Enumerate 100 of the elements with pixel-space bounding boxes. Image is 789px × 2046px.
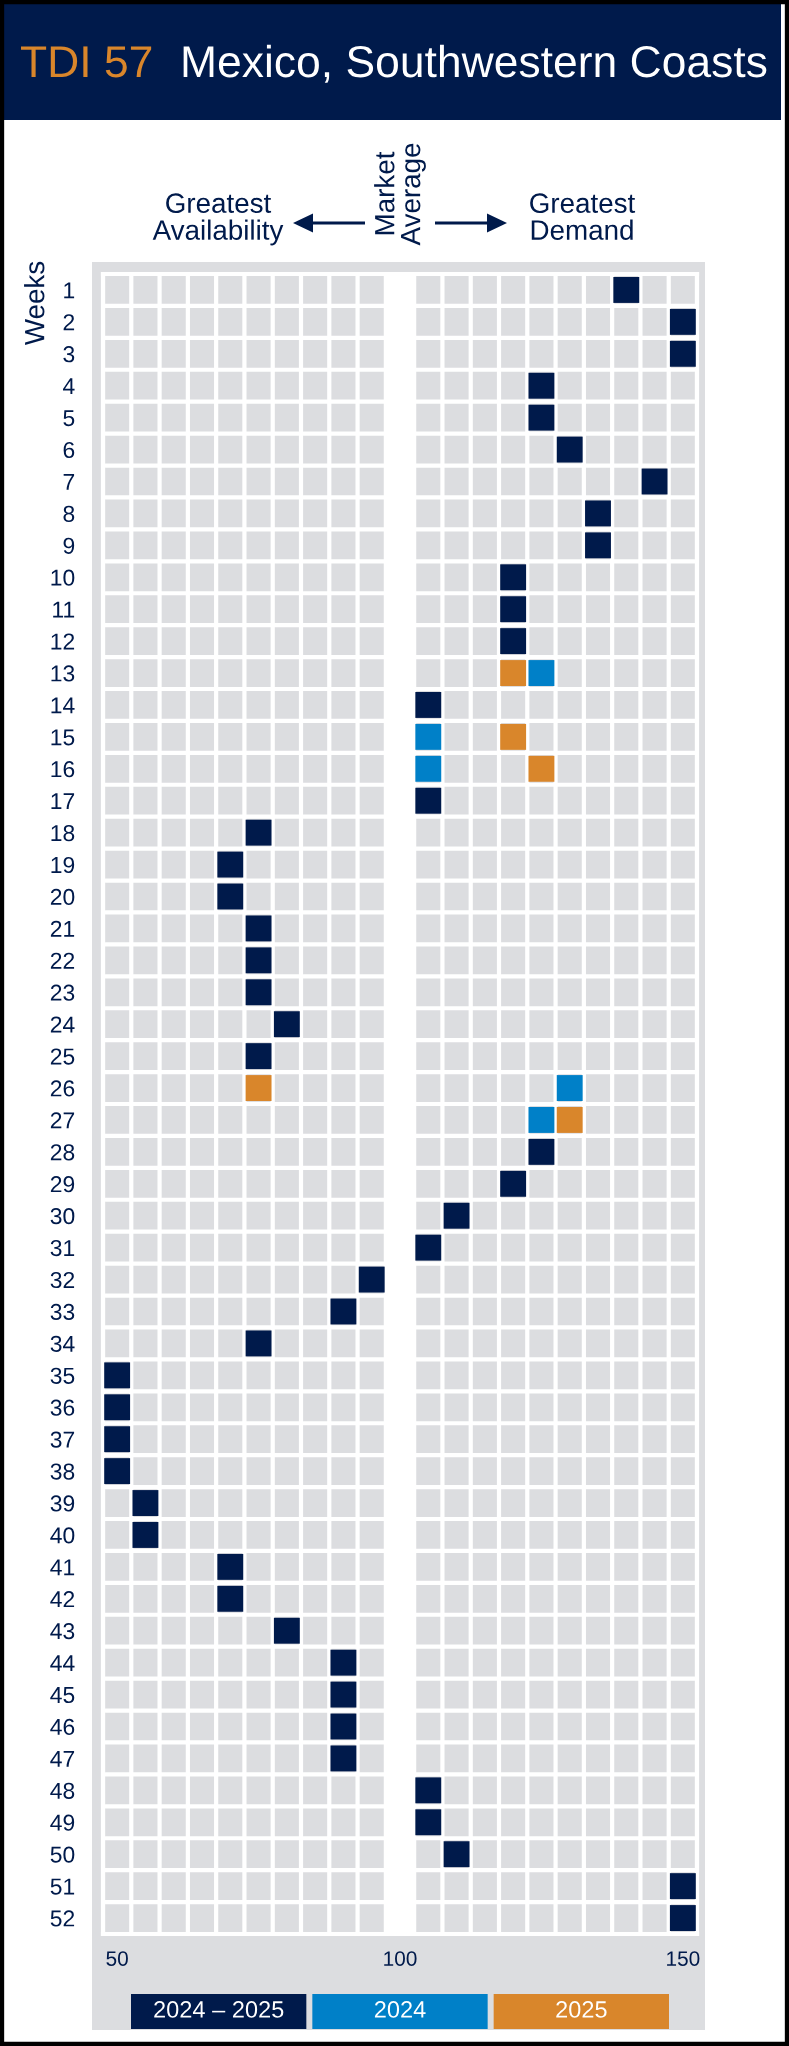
point [443,1841,470,1868]
point [132,1490,159,1516]
point [415,755,442,782]
point [443,1202,470,1229]
point [500,660,527,686]
point [585,532,611,559]
y-tick-label: 31 [50,1239,75,1257]
point [669,1905,696,1931]
y-tick-label: 50 [50,1846,75,1863]
point [358,1266,385,1293]
y-tick-label: 23 [50,984,75,1001]
y-tick-label: 14 [51,697,75,714]
y-tick-label: 46 [50,1718,75,1736]
y-tick-label: 44 [50,1655,75,1671]
point [585,500,611,527]
point [330,1681,357,1708]
point [528,372,555,399]
point [273,1617,300,1644]
point [528,660,555,686]
point [641,468,668,495]
y-tick-label: 49 [50,1814,75,1831]
point [500,564,527,591]
text: Market Average [374,143,426,246]
y-tick-label: 36 [50,1399,75,1416]
y-tick-label: 13 [51,665,75,682]
point [528,1138,555,1165]
y-tick-label: 41 [50,1559,75,1576]
text: 2024 – 2025 [154,2001,284,2018]
y-tick-label: 21 [50,920,75,937]
point [104,1458,131,1485]
point [613,277,640,303]
point [556,1107,583,1133]
point [669,340,696,367]
point [415,692,442,718]
y-axis-title: Weeks [24,261,45,346]
y-tick-label: 29 [50,1176,75,1193]
point [245,1043,272,1070]
y-tick-label: 3 [63,346,75,363]
y-tick-label: 48 [50,1782,75,1799]
y-tick-label: 7 [63,474,75,490]
point [245,947,272,974]
point [245,1075,272,1101]
point [415,1777,442,1804]
point [245,819,272,846]
y-tick-label: 16 [51,761,75,778]
point [104,1362,131,1389]
y-tick-label: 34 [50,1335,75,1352]
text: Greatest Demand [530,193,636,240]
point [528,1107,555,1133]
y-tick-label: 20 [50,888,75,906]
y-tick-label: 45 [50,1687,75,1704]
y-tick-label: 4 [63,378,75,395]
point [415,1809,442,1836]
y-tick-label: 5 [63,410,75,427]
point [245,915,272,942]
point [500,723,527,750]
y-tick-label: 22 [50,952,75,969]
point [330,1713,357,1740]
y-tick-label: 39 [50,1495,75,1512]
x-tick-label: 150 [667,1951,700,1966]
y-tick-label: 26 [50,1080,75,1097]
y-tick-label: 47 [50,1750,75,1767]
y-tick-label: 11 [53,601,75,618]
y-tick-label: 32 [50,1271,75,1289]
y-tick-label: 38 [50,1463,75,1480]
y-tick-label: 6 [63,441,75,459]
y-tick-label: 52 [50,1910,75,1927]
point [217,883,244,910]
y-tick-label: 1 [64,282,75,299]
y-tick-label: 42 [50,1591,75,1608]
text: 2024 [374,2001,426,2018]
y-tick-label: 37 [50,1431,75,1448]
x-tick-label: 50 [106,1951,128,1966]
point [415,787,442,814]
y-tick-label: 12 [51,633,75,650]
point [104,1394,131,1421]
y-tick-label: 35 [50,1367,75,1384]
y-tick-label: 43 [50,1623,75,1640]
y-tick-label: 9 [63,537,75,554]
point [330,1649,357,1676]
y-tick-label: 18 [51,824,75,842]
point [528,755,555,782]
y-tick-label: 33 [50,1303,75,1321]
point [528,404,555,431]
y-tick-label: 17 [51,793,75,810]
point [500,596,527,623]
y-tick-label: 8 [63,505,75,522]
point [415,723,442,750]
y-tick-label: 10 [51,569,75,586]
chart-subtitle: Mexico, Southwestern Coasts [183,44,767,83]
y-tick-label: 15 [51,729,75,746]
point [500,628,527,655]
point [556,1075,583,1101]
y-tick-label: 19 [51,856,75,874]
point [217,1553,244,1580]
y-tick-label: 27 [50,1112,75,1129]
point [245,979,272,1006]
chart-title: TDI 57 [21,46,152,78]
y-tick-label: 51 [50,1878,75,1895]
y-tick-label: 24 [50,1016,75,1033]
